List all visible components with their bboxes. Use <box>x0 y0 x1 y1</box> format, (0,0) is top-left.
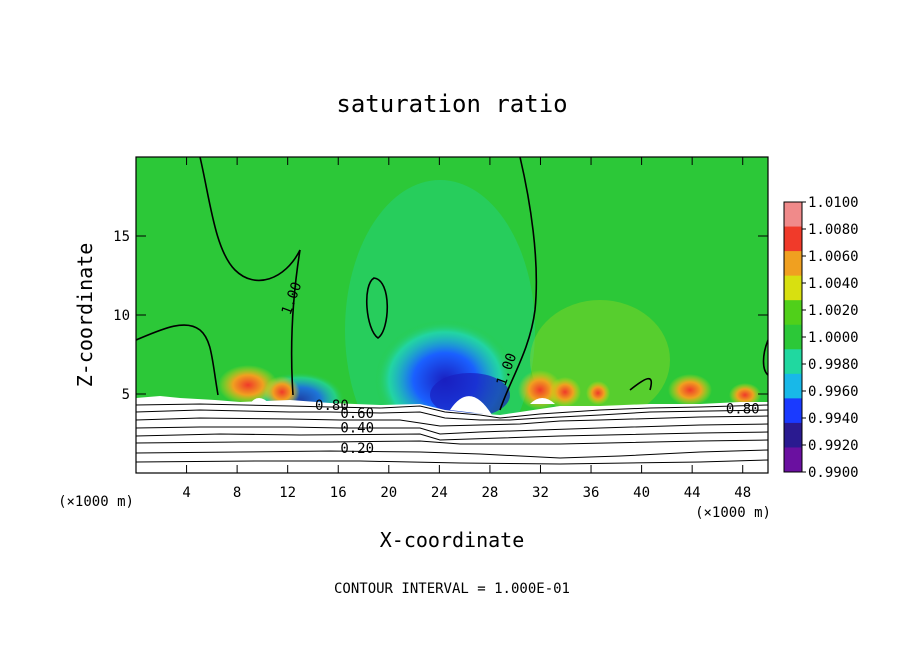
contour-line <box>136 431 768 441</box>
contour-interval-note: CONTOUR INTERVAL = 1.000E-01 <box>334 581 570 597</box>
colorbar-swatch <box>784 373 802 399</box>
x-tick-label: 28 <box>481 485 498 501</box>
colorbar-label: 0.9960 <box>808 384 859 400</box>
contour-label: 0.20 <box>340 441 374 457</box>
colorbar-swatch <box>784 349 802 375</box>
warm-patch <box>264 376 300 408</box>
contour-label: 0.60 <box>340 406 374 422</box>
contour-lines <box>136 403 768 465</box>
contour-line <box>136 439 768 445</box>
colorbar-label: 0.9940 <box>808 411 859 427</box>
contour-1-00 <box>499 157 538 411</box>
x-unit-label-left: (×1000 m) <box>58 494 134 510</box>
warm-patch <box>549 377 581 407</box>
contour-1-00 <box>762 339 768 376</box>
x-tick-label: 24 <box>431 485 448 501</box>
x-axis: 4 8 12 16 20 24 28 32 36 40 44 48 <box>182 157 751 501</box>
contour-1-00 <box>136 324 219 396</box>
x-tick-label: 36 <box>583 485 600 501</box>
colorbar-label: 0.9980 <box>808 357 859 373</box>
contour-label: 0.40 <box>340 420 374 436</box>
blank-region <box>450 396 492 415</box>
x-tick-label: 20 <box>380 485 397 501</box>
colorbar-label: 1.0040 <box>808 276 859 292</box>
y-tick-label: 15 <box>113 229 130 245</box>
contour-label: 0.80 <box>315 398 349 414</box>
colorbar-swatch <box>784 275 802 301</box>
chart-title: saturation ratio <box>336 90 567 118</box>
contour-1-00 <box>199 157 301 282</box>
colorbar-swatch <box>784 300 802 326</box>
warm-patch <box>586 381 610 405</box>
colorbar-label: 1.0080 <box>808 222 859 238</box>
colorbar: 1.0100 1.0080 1.0060 1.0040 1.0020 1.0000 0.99… <box>783 195 859 481</box>
dark-blue-core <box>430 373 510 417</box>
contour-label: 0.80 <box>726 401 760 417</box>
y-axis: 5 10 15 <box>113 229 768 403</box>
contour-line <box>136 403 768 419</box>
x-tick-label: 12 <box>279 485 296 501</box>
x-axis-label: X-coordinate <box>380 528 525 552</box>
colorbar-label: 0.9900 <box>808 465 859 481</box>
contour-1-00 <box>629 377 652 391</box>
x-tick-label: 8 <box>233 485 241 501</box>
colorbar-label: 1.0060 <box>808 249 859 265</box>
colorbar-swatch <box>784 324 802 350</box>
warm-patch <box>218 365 278 405</box>
contour-line <box>136 449 768 459</box>
y-tick-label: 10 <box>113 308 130 324</box>
y-axis-label: Z-coordinate <box>73 243 97 388</box>
x-tick-label: 16 <box>330 485 347 501</box>
unity-contours <box>136 157 768 411</box>
colorbar-swatch <box>784 226 802 252</box>
contour-line <box>136 459 768 465</box>
warm-patch <box>729 383 761 407</box>
x-tick-label: 32 <box>532 485 549 501</box>
x-tick-label: 40 <box>633 485 650 501</box>
terrain-region <box>136 396 768 473</box>
contour-line <box>136 423 768 435</box>
warm-patch <box>668 374 712 406</box>
colorbar-label: 0.9920 <box>808 438 859 454</box>
heatmap-field: 1.001.000.800.600.400.200.80 <box>136 157 768 473</box>
contour-1-00 <box>365 277 389 339</box>
colorbar-label: 1.0000 <box>808 330 859 346</box>
contour-line <box>136 415 768 427</box>
x-tick-label: 48 <box>734 485 751 501</box>
colorbar-swatch <box>784 202 802 228</box>
x-tick-label: 44 <box>684 485 701 501</box>
contour-1-00 <box>290 249 301 396</box>
warm-patch <box>518 370 562 410</box>
x-unit-label-right: (×1000 m) <box>695 505 771 521</box>
colorbar-swatch <box>784 251 802 277</box>
colorbar-swatch <box>784 447 802 473</box>
y-tick-label: 5 <box>122 387 130 403</box>
colorbar-label: 1.0100 <box>808 195 859 211</box>
colorbar-label: 1.0020 <box>808 303 859 319</box>
blank-region <box>530 398 555 404</box>
contour-line <box>136 409 768 421</box>
x-tick-label: 4 <box>182 485 190 501</box>
colorbar-swatch <box>784 422 802 448</box>
colorbar-swatch <box>784 398 802 424</box>
